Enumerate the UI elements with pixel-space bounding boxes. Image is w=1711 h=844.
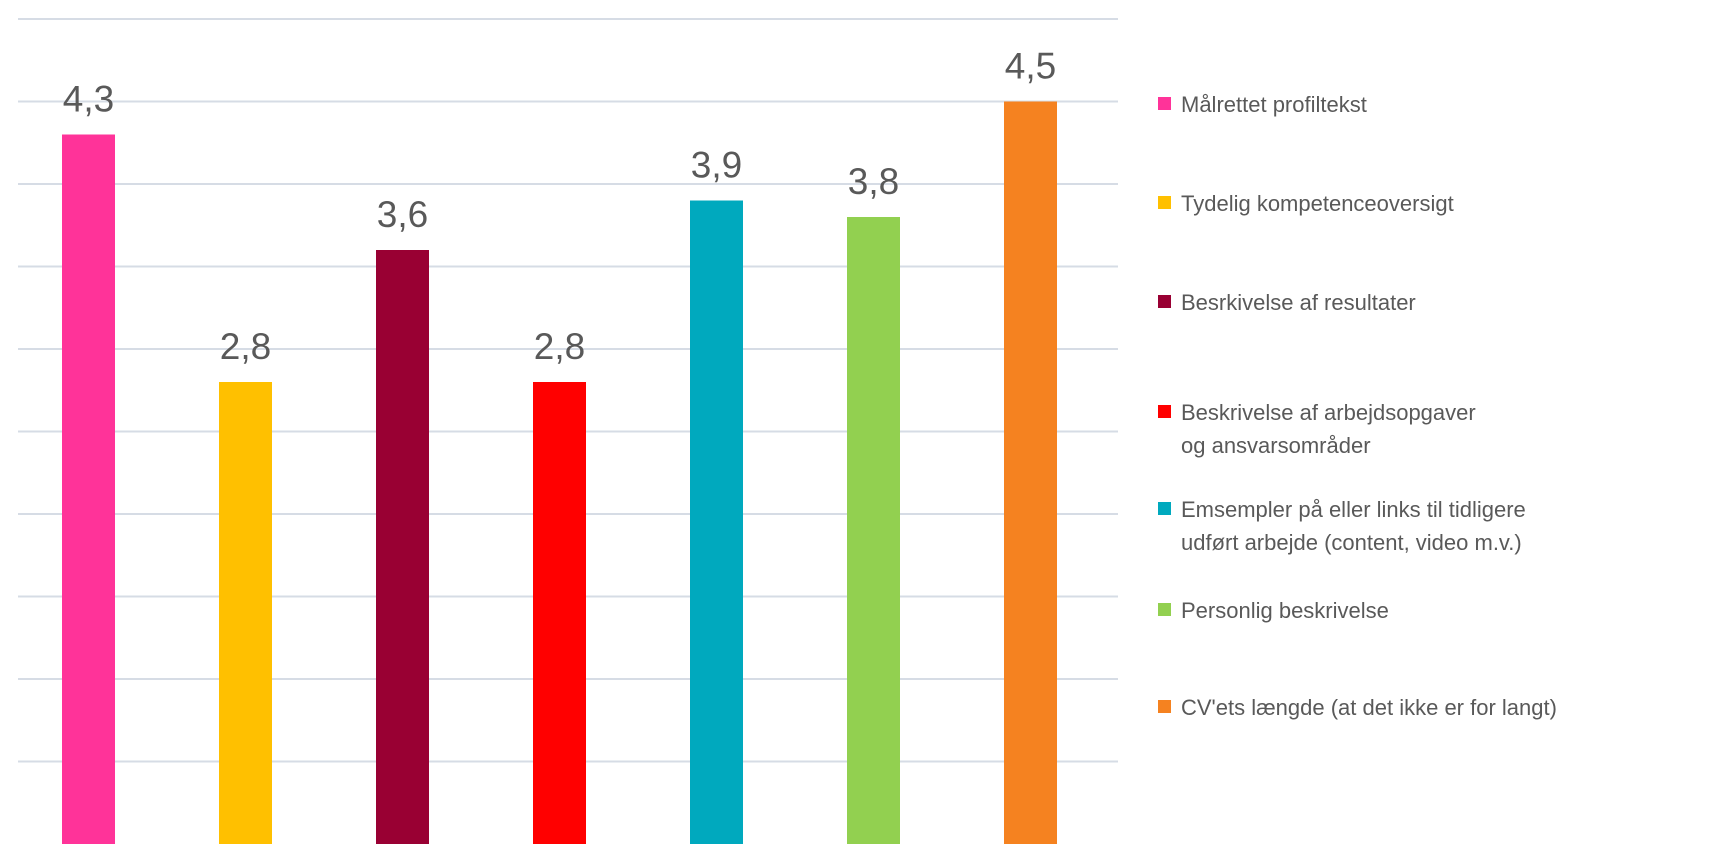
data-label: 3,9	[691, 145, 742, 186]
legend-label: Målrettet profiltekst	[1181, 92, 1367, 117]
legend-label: Beskrivelse af arbejdsopgaver og ansvars…	[1181, 400, 1476, 458]
legend-item: CV'ets længde (at det ikke er for langt)	[1158, 691, 1681, 724]
data-label: 3,6	[377, 194, 428, 235]
legend-item: Tydelig kompetenceoversigt	[1158, 187, 1681, 220]
legend-label: CV'ets længde (at det ikke er for langt)	[1181, 695, 1557, 720]
data-label: 3,8	[848, 161, 899, 202]
bar	[533, 382, 586, 844]
data-label: 2,8	[220, 326, 271, 367]
legend-label: Besrkivelse af resultater	[1181, 290, 1416, 315]
legend-item: Beskrivelse af arbejdsopgaver og ansvars…	[1158, 396, 1481, 462]
legend-item: Besrkivelse af resultater	[1158, 286, 1681, 319]
legend-label: Tydelig kompetenceoversigt	[1181, 191, 1454, 216]
bar	[847, 217, 900, 844]
bar	[62, 134, 115, 844]
bar	[1004, 101, 1057, 844]
legend-swatch	[1158, 295, 1171, 308]
legend-swatch	[1158, 603, 1171, 616]
data-labels: 4,3 2,8 3,6 2,8 3,9 3,8 4,5	[63, 46, 1056, 368]
data-label: 4,3	[63, 79, 114, 120]
data-label: 4,5	[1005, 46, 1056, 87]
bar	[376, 250, 429, 844]
legend-item: Målrettet profiltekst	[1158, 88, 1681, 121]
legend-swatch	[1158, 97, 1171, 110]
bar	[690, 200, 743, 844]
legend-item: Emsempler på eller links til tidligere u…	[1158, 493, 1581, 559]
legend-item: Personlig beskrivelse	[1158, 594, 1681, 627]
bar	[219, 382, 272, 844]
legend-label: Emsempler på eller links til tidligere u…	[1181, 497, 1526, 555]
legend-swatch	[1158, 700, 1171, 713]
legend-swatch	[1158, 196, 1171, 209]
legend-swatch	[1158, 405, 1171, 418]
legend-label: Personlig beskrivelse	[1181, 598, 1389, 623]
legend-swatch	[1158, 502, 1171, 515]
bars	[62, 101, 1057, 844]
data-label: 2,8	[534, 326, 585, 367]
